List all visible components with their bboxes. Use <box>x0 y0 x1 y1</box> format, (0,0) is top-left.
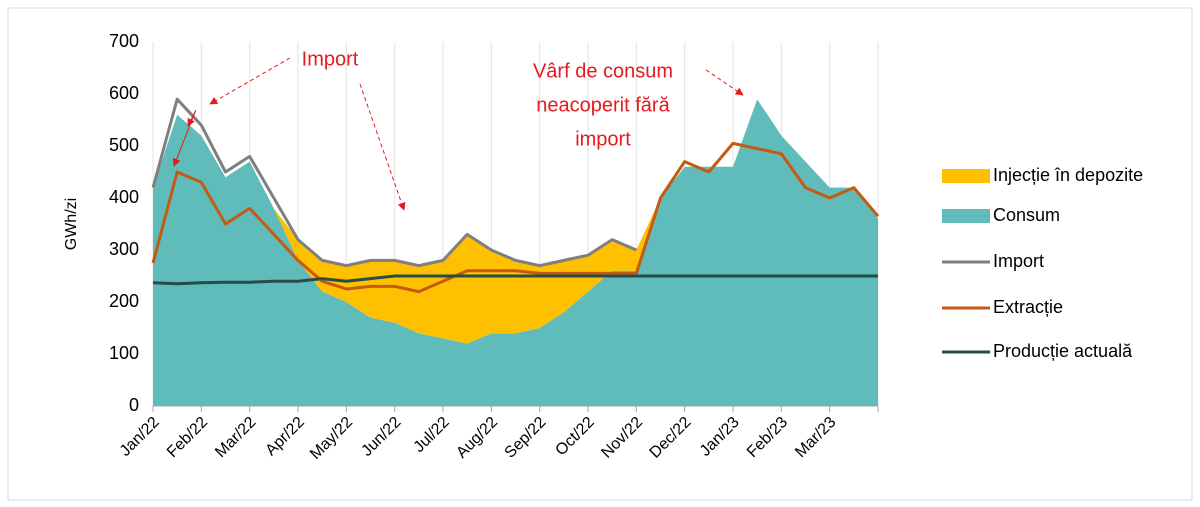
arrow <box>209 57 291 105</box>
arrow <box>359 83 406 211</box>
annotation: import <box>575 128 631 150</box>
arrow <box>187 109 197 127</box>
areas <box>153 99 878 406</box>
legend-label: Injecție în depozite <box>993 165 1143 185</box>
y-tick-label: 200 <box>109 291 139 311</box>
annotation: Vârf de consum <box>533 60 673 82</box>
y-tick-label: 600 <box>109 83 139 103</box>
area <box>153 99 878 344</box>
legend-label: Consum <box>993 205 1060 225</box>
line <box>152 274 878 286</box>
annotation: Import <box>302 48 359 70</box>
annotation: neacoperit fără <box>536 94 670 116</box>
annotation-arrows <box>172 57 744 211</box>
legend-swatch <box>942 209 990 223</box>
y-tick-label: 400 <box>109 187 139 207</box>
y-tick-label: 0 <box>129 395 139 415</box>
y-tick-label: 300 <box>109 239 139 259</box>
arrow <box>705 69 744 96</box>
y-tick-label: 700 <box>109 31 139 51</box>
y-tick-label: 100 <box>109 343 139 363</box>
area <box>153 99 878 406</box>
y-tick-label: 500 <box>109 135 139 155</box>
line <box>151 97 637 268</box>
legend-swatch <box>942 169 990 183</box>
line <box>151 141 880 294</box>
legend-label: Import <box>993 251 1044 271</box>
y-axis-label: GWh/zi <box>63 198 80 250</box>
plot-area <box>151 42 880 406</box>
legend-label: Producție actuală <box>993 341 1133 361</box>
legend-label: Extracție <box>993 297 1063 317</box>
